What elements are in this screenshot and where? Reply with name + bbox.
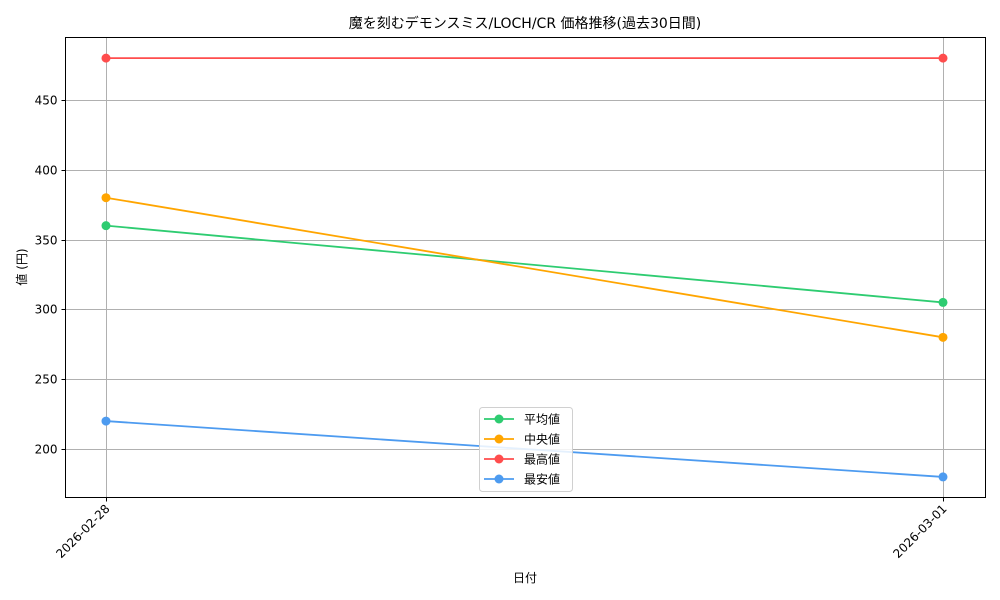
legend-marker <box>494 434 504 444</box>
y-tick-label: 200 <box>35 443 58 457</box>
data-point <box>101 193 111 203</box>
legend-label: 中央値 <box>524 432 560 447</box>
y-axis-ticks: 200 250 300 350 400 450 <box>35 94 66 457</box>
y-tick-label: 400 <box>35 164 58 178</box>
x-axis-label: 日付 <box>513 571 537 585</box>
y-tick-label: 350 <box>35 234 58 248</box>
y-tick-label: 450 <box>35 94 58 108</box>
data-point <box>101 416 111 426</box>
data-point <box>101 221 111 231</box>
y-tick-label: 250 <box>35 373 58 387</box>
data-point <box>938 472 948 482</box>
data-point <box>938 53 948 63</box>
chart-title: 魔を刻むデモンスミス/LOCH/CR 価格推移(過去30日間) <box>349 15 701 32</box>
x-axis-ticks: 2026-02-28 2026-03-01 <box>53 497 950 561</box>
grid-lines <box>65 37 986 498</box>
data-point <box>938 332 948 342</box>
legend-marker <box>494 454 504 464</box>
data-point <box>101 53 111 63</box>
plot-frame <box>65 37 986 498</box>
data-point <box>938 297 948 307</box>
x-tick-label: 2026-03-01 <box>890 502 949 561</box>
legend-box <box>479 407 573 492</box>
series-line <box>105 224 944 304</box>
legend-label: 最安値 <box>524 472 560 487</box>
y-axis-label: 値 (円) <box>14 248 29 285</box>
legend-label: 最高値 <box>524 452 560 467</box>
series-line <box>105 196 944 339</box>
y-tick-label: 300 <box>35 303 58 317</box>
x-tick-label: 2026-02-28 <box>53 502 112 561</box>
legend-marker <box>494 474 504 484</box>
legend-marker <box>494 414 504 424</box>
legend-label: 平均値 <box>524 412 560 427</box>
